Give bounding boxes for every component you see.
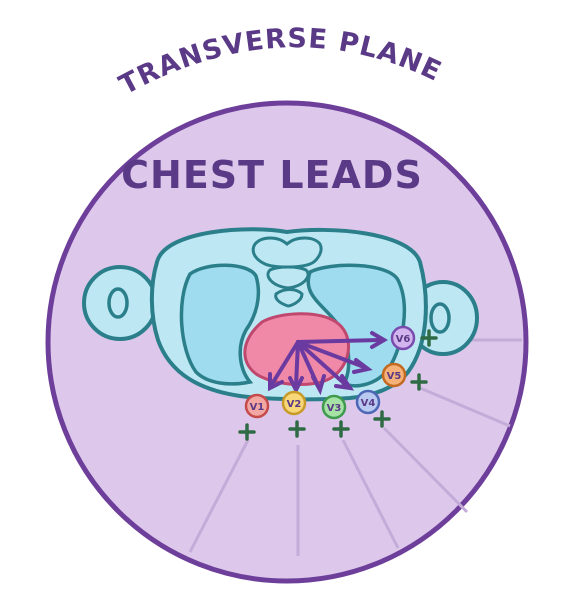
lead-v4-label: V4	[361, 398, 376, 409]
lead-v2-label: V2	[287, 399, 302, 410]
plus-icon	[288, 420, 306, 438]
left-lung	[179, 263, 261, 386]
arrow-to-v2	[288, 340, 304, 395]
arrow-to-v6	[296, 331, 388, 349]
plus-icon	[410, 373, 428, 391]
lead-v3-label: V3	[327, 403, 342, 414]
ray-v4	[382, 426, 469, 514]
chest-leads-heading: CHEST LEADS	[121, 153, 423, 197]
lead-vectors	[268, 331, 388, 396]
arrow-to-v4	[296, 340, 355, 391]
lead-v2: V2	[281, 390, 307, 416]
plane-title-text: TRANSVERSE PLANE	[114, 23, 445, 101]
arrow-to-v5	[296, 340, 373, 374]
left-arm-icon	[82, 265, 158, 341]
lead-v5: V5	[381, 362, 407, 388]
lead-v5-label: V5	[387, 371, 402, 382]
plane-title: TRANSVERSE PLANE	[114, 23, 446, 101]
ray-v3	[341, 439, 400, 549]
lead-v3: V3	[321, 394, 347, 420]
positive-poles	[238, 329, 438, 441]
lead-axis-rays	[188, 338, 522, 556]
plus-icon	[373, 410, 391, 428]
arrow-to-v3	[296, 340, 326, 396]
plus-icon	[332, 420, 350, 438]
plus-icon	[238, 423, 256, 441]
plus-icon	[420, 329, 438, 347]
lead-electrodes: V1 V2 V3 V4 V5 V6	[244, 325, 416, 420]
lead-v1: V1	[244, 393, 270, 419]
lead-v1-label: V1	[250, 402, 265, 413]
lead-v6: V6	[390, 325, 416, 351]
lead-v6-label: V6	[396, 334, 411, 345]
ray-v5	[419, 386, 511, 428]
ray-v1	[188, 439, 250, 553]
lead-v4: V4	[355, 389, 381, 415]
spine-icon	[251, 236, 323, 308]
arrow-to-v1	[268, 340, 300, 392]
